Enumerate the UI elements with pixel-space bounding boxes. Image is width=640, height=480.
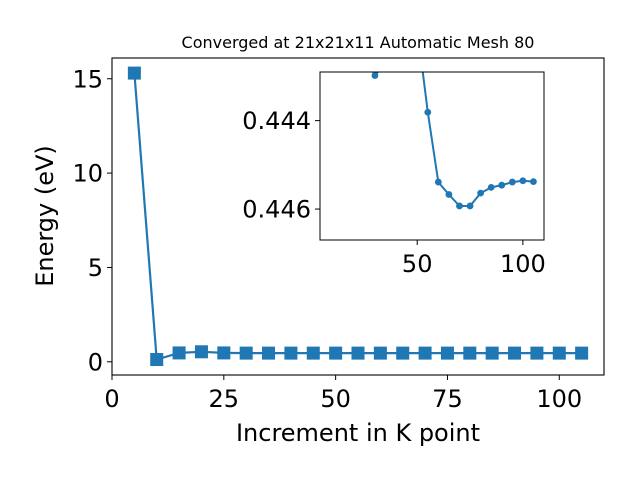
main-data-point — [127, 66, 141, 80]
inset-data-point — [424, 108, 432, 116]
x-axis-label: Increment in K point — [236, 419, 480, 447]
inset-data-point — [434, 178, 442, 186]
main-y-tick-label: 15 — [72, 65, 103, 93]
inset-axes-frame — [319, 71, 545, 241]
inset-background — [320, 72, 544, 240]
inset-data-point — [508, 178, 516, 186]
inset-x-tick-label: 50 — [402, 250, 433, 278]
inset-series-markers — [371, 72, 537, 210]
main-x-tick-label: 50 — [320, 385, 351, 413]
main-data-point — [418, 346, 432, 360]
main-plot: 0 25 50 75 100 0 5 10 15 Converged at 21x21x11 A… — [31, 33, 605, 447]
main-ticks: 0 25 50 75 100 0 5 10 15 — [72, 65, 582, 413]
main-series-markers — [127, 66, 589, 367]
main-x-tick-label: 75 — [432, 385, 463, 413]
inset-ticks: 50 100 0.444 0.446 — [242, 107, 545, 278]
inset-plot: 50 100 0.444 0.446 — [242, 71, 546, 278]
main-data-point — [329, 346, 343, 360]
main-axes-frame — [111, 57, 605, 376]
main-data-point — [306, 346, 320, 360]
inset-y-tick-label: 0.444 — [242, 107, 311, 135]
main-data-point — [463, 346, 477, 360]
main-data-point — [552, 346, 566, 360]
main-data-point — [194, 345, 208, 359]
inset-x-tick-label: 100 — [500, 250, 546, 278]
inset-data-point — [519, 177, 527, 185]
main-data-point — [239, 346, 253, 360]
main-data-point — [373, 346, 387, 360]
chart-title: Converged at 21x21x11 Automatic Mesh 80 — [182, 33, 535, 52]
main-data-point — [284, 346, 298, 360]
main-data-point — [396, 346, 410, 360]
inset-data-point — [456, 202, 463, 210]
main-data-point — [150, 353, 164, 367]
main-x-tick-label: 25 — [209, 385, 240, 413]
y-axis-label: Energy (eV) — [31, 145, 59, 287]
inset-data-point — [530, 178, 537, 186]
main-data-point — [575, 346, 589, 360]
main-y-tick-label: 10 — [72, 160, 103, 188]
inset-data-point — [371, 72, 379, 79]
inset-data-point — [487, 183, 495, 191]
inset-data-point — [466, 202, 474, 210]
main-x-tick-label: 0 — [104, 385, 119, 413]
main-data-point — [440, 346, 454, 360]
inset-data-point — [477, 189, 485, 197]
main-data-point — [262, 346, 276, 360]
main-data-point — [508, 346, 522, 360]
main-data-point — [351, 346, 365, 360]
main-data-point — [530, 346, 544, 360]
main-data-point — [485, 346, 499, 360]
main-y-tick-label: 5 — [88, 254, 103, 282]
main-data-point — [172, 346, 186, 360]
main-y-tick-label: 0 — [88, 348, 103, 376]
inset-data-point — [498, 181, 506, 189]
inset-y-tick-label: 0.446 — [242, 196, 311, 224]
main-data-point — [217, 346, 231, 360]
inset-data-point — [445, 191, 453, 198]
main-x-tick-label: 100 — [536, 385, 582, 413]
